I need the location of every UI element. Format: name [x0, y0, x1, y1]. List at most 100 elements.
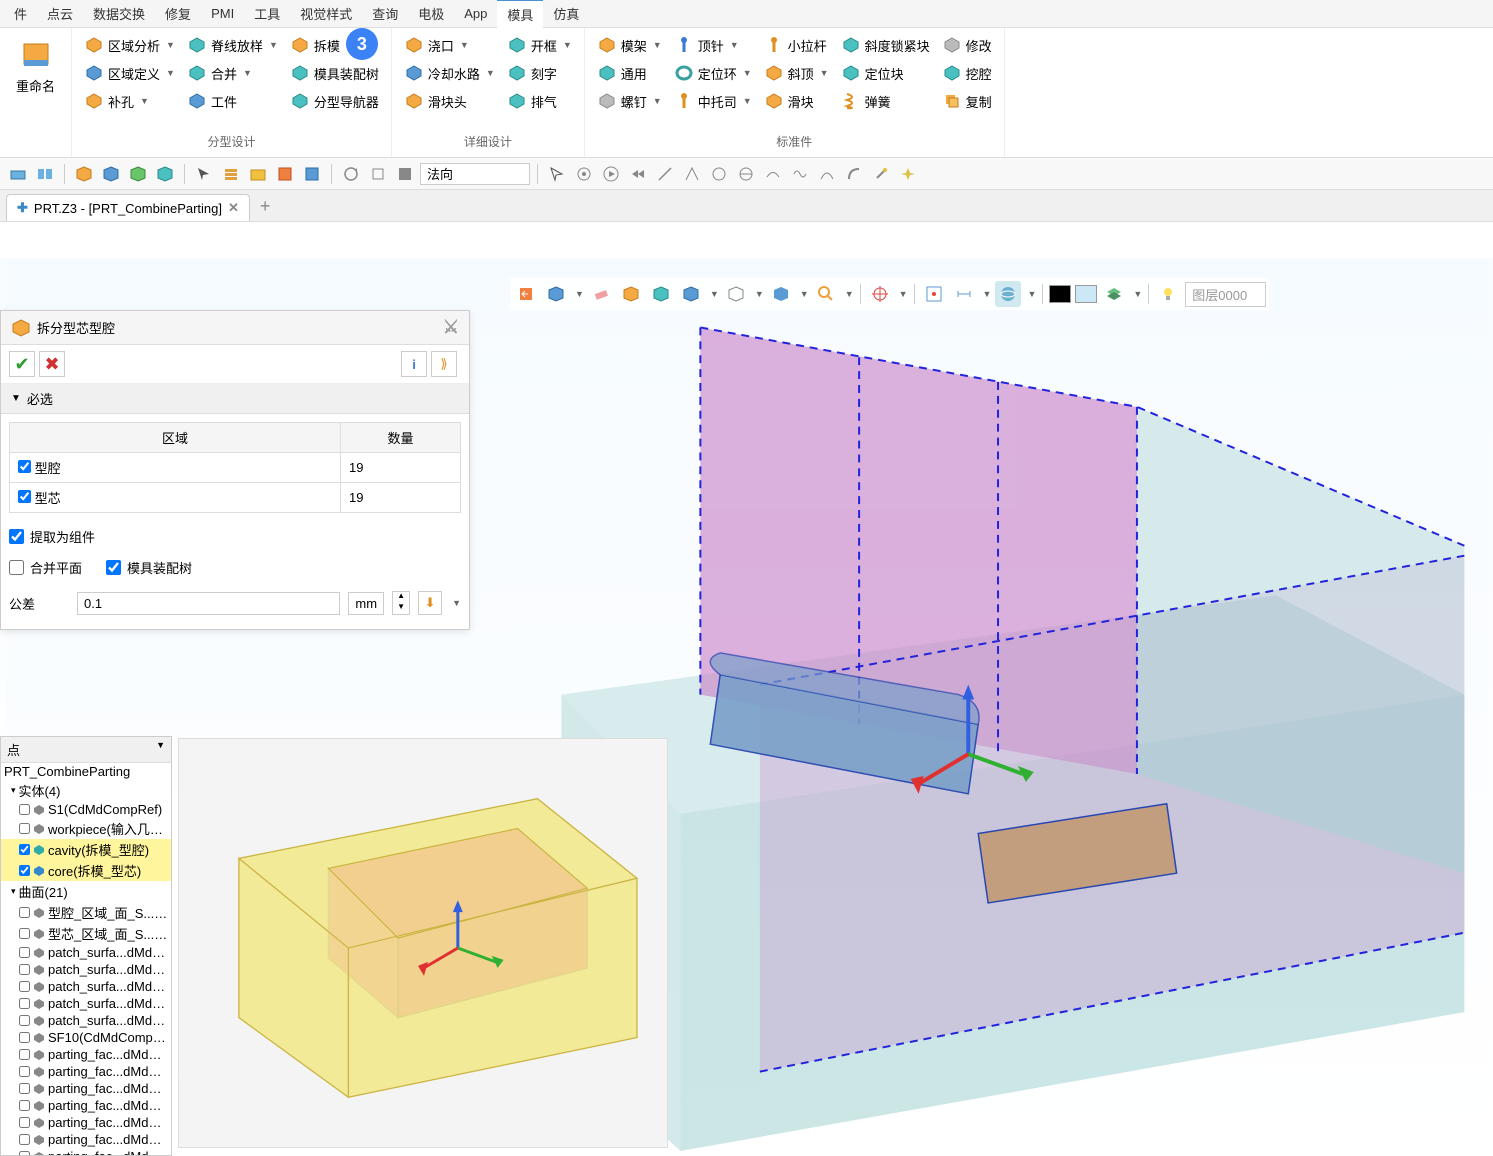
tree-checkbox[interactable]: [19, 804, 30, 815]
ribbon-button[interactable]: 补孔▼: [80, 88, 179, 114]
tree-checkbox[interactable]: [19, 844, 30, 855]
ribbon-button[interactable]: 斜顶▼: [760, 60, 833, 86]
qt-edge[interactable]: [680, 162, 704, 186]
menu-item[interactable]: 点云: [37, 0, 83, 27]
tree-row[interactable]: ▾实体(4): [1, 780, 171, 801]
qt-btn-2[interactable]: [33, 162, 57, 186]
ribbon-button[interactable]: 重命名: [8, 32, 63, 153]
qt-spark[interactable]: [896, 162, 920, 186]
chevron-down-icon[interactable]: ▼: [653, 40, 662, 50]
qt-save[interactable]: [300, 162, 324, 186]
chevron-down-icon[interactable]: ▼: [845, 289, 854, 299]
tree-row[interactable]: parting_fac...dMdCompRef): [1, 1080, 171, 1097]
ribbon-button[interactable]: 复制: [938, 88, 996, 114]
layer-combo[interactable]: 图层0000: [1185, 282, 1266, 307]
ribbon-button[interactable]: 弹簧: [837, 88, 934, 114]
ribbon-button[interactable]: 定位环▼: [670, 60, 756, 86]
qt-cube-1[interactable]: [72, 162, 96, 186]
chevron-down-icon[interactable]: ▼: [755, 289, 764, 299]
menu-item[interactable]: 数据交换: [83, 0, 155, 27]
vt-shaded-icon[interactable]: [768, 281, 794, 307]
ribbon-button[interactable]: 区域定义▼: [80, 60, 179, 86]
qt-wave[interactable]: [788, 162, 812, 186]
ribbon-button[interactable]: 区域分析▼: [80, 32, 179, 58]
vt-wireframe-icon[interactable]: [723, 281, 749, 307]
chevron-down-icon[interactable]: ▼: [140, 96, 149, 106]
tree-checkbox[interactable]: [19, 1049, 30, 1060]
qt-cube-4[interactable]: [153, 162, 177, 186]
tree-row[interactable]: parting_fac...dMdCompRef): [1, 1063, 171, 1080]
ribbon-button[interactable]: 工件: [183, 88, 282, 114]
menu-item[interactable]: 模具: [497, 0, 543, 28]
chevron-down-icon[interactable]: ▼: [800, 289, 809, 299]
tree-checkbox[interactable]: [19, 823, 30, 834]
chevron-down-icon[interactable]: ▼: [243, 68, 252, 78]
chevron-down-icon[interactable]: ▼: [486, 68, 495, 78]
vt-eraser-icon[interactable]: [588, 281, 614, 307]
qt-btn-1[interactable]: [6, 162, 30, 186]
menu-item[interactable]: 视觉样式: [290, 0, 362, 27]
qt-face[interactable]: [366, 162, 390, 186]
tree-row[interactable]: parting_fac...dMdCompRef): [1, 1046, 171, 1063]
normal-direction-combo[interactable]: 法向: [420, 163, 530, 185]
ribbon-button[interactable]: 合并▼: [183, 60, 282, 86]
tree-row[interactable]: patch_surfa...dMdCompRef): [1, 944, 171, 961]
ribbon-button[interactable]: 排气: [503, 88, 576, 114]
ribbon-button[interactable]: 挖腔: [938, 60, 996, 86]
qt-arrow[interactable]: [192, 162, 216, 186]
ribbon-button[interactable]: 刻字: [503, 60, 576, 86]
ribbon-button[interactable]: 滑块: [760, 88, 833, 114]
expand-button[interactable]: ⟫: [431, 351, 457, 377]
tree-checkbox[interactable]: [19, 1134, 30, 1145]
tree-checkbox[interactable]: [19, 1117, 30, 1128]
close-icon[interactable]: ⚔: [443, 317, 459, 338]
menu-item[interactable]: 件: [4, 0, 37, 27]
tree-checkbox[interactable]: [19, 1015, 30, 1026]
merge-planes-checkbox[interactable]: [9, 560, 24, 575]
tree-checkbox[interactable]: [19, 981, 30, 992]
tree-row[interactable]: parting_fac...dMdCompRef): [1, 1114, 171, 1131]
ribbon-button[interactable]: 拆模▼3: [286, 32, 383, 58]
menu-item[interactable]: PMI: [201, 2, 244, 25]
tree-row[interactable]: patch_surfa...dMdCompRef): [1, 978, 171, 995]
apply-tolerance-button[interactable]: ⬇: [418, 591, 442, 615]
qt-line[interactable]: [653, 162, 677, 186]
chevron-down-icon[interactable]: ▼: [820, 68, 829, 78]
ribbon-button[interactable]: 螺钉▼: [593, 88, 666, 114]
vt-back-icon[interactable]: [513, 281, 539, 307]
vt-target-icon[interactable]: [867, 281, 893, 307]
ribbon-button[interactable]: 脊线放样▼: [183, 32, 282, 58]
ribbon-button[interactable]: 分型导航器: [286, 88, 383, 114]
vt-zoom-icon[interactable]: [813, 281, 839, 307]
tree-row[interactable]: core(拆模_型芯): [1, 860, 171, 881]
ok-button[interactable]: ✔: [9, 351, 35, 377]
row-checkbox[interactable]: [18, 490, 31, 503]
qt-cursor[interactable]: [545, 162, 569, 186]
qt-cube-2[interactable]: [99, 162, 123, 186]
qt-magic[interactable]: [869, 162, 893, 186]
ribbon-button[interactable]: 小拉杆: [760, 32, 833, 58]
tree-row[interactable]: workpiece(输入几何体1): [1, 818, 171, 839]
chevron-down-icon[interactable]: ▼: [575, 289, 584, 299]
ribbon-button[interactable]: 浇口▼: [400, 32, 499, 58]
tree-row[interactable]: cavity(拆模_型腔): [1, 839, 171, 860]
qt-box[interactable]: [273, 162, 297, 186]
tree-row[interactable]: 型腔_区域_面_S...dCompRef): [1, 902, 171, 923]
chevron-down-icon[interactable]: ▼: [1133, 289, 1142, 299]
chevron-down-icon[interactable]: ▼: [166, 68, 175, 78]
ribbon-button[interactable]: 冷却水路▼: [400, 60, 499, 86]
ribbon-button[interactable]: 定位块: [837, 60, 934, 86]
cancel-button[interactable]: ✖: [39, 351, 65, 377]
tree-checkbox[interactable]: [19, 1032, 30, 1043]
chevron-down-icon[interactable]: ▼: [743, 68, 752, 78]
chevron-down-icon[interactable]: ▼: [156, 740, 165, 759]
tree-row[interactable]: PRT_CombineParting: [1, 763, 171, 780]
vt-section-icon[interactable]: [921, 281, 947, 307]
vt-cube4-icon[interactable]: [678, 281, 704, 307]
ribbon-button[interactable]: 滑块头: [400, 88, 499, 114]
vt-bulb-icon[interactable]: [1155, 281, 1181, 307]
menu-item[interactable]: 修复: [155, 0, 201, 27]
ribbon-button[interactable]: 中托司▼: [670, 88, 756, 114]
add-tab-button[interactable]: +: [250, 192, 281, 221]
qt-grid[interactable]: [393, 162, 417, 186]
